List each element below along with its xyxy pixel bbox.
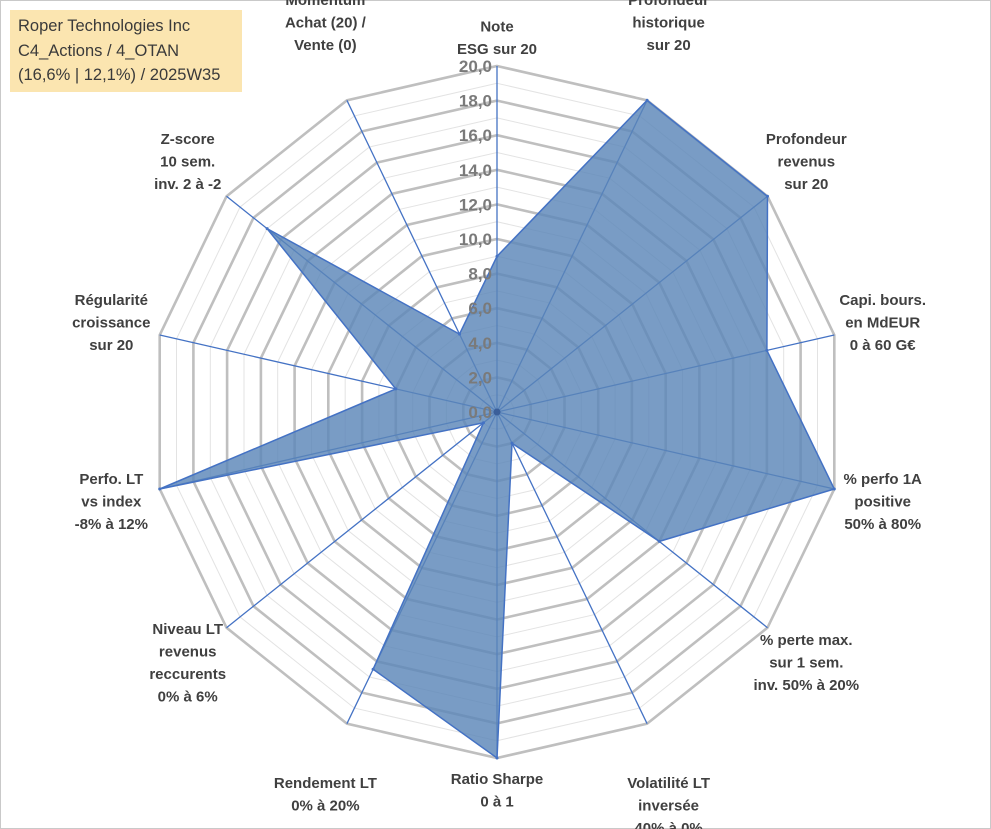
r-tick-label: 8,0 [468, 265, 492, 284]
axis-label-line: Momentum [285, 0, 365, 9]
axis-label: Régularité croissance sur 20 [72, 292, 150, 354]
axis-label-line: Capi. bours. [839, 292, 926, 309]
axis-label-line: Achat (20) / [285, 14, 367, 31]
r-tick-label: 0,0 [468, 403, 492, 422]
data-point [265, 227, 269, 231]
center-point [493, 408, 501, 416]
axis-label-line: Perfo. LT [79, 471, 143, 488]
axis-label-line: reccurents [149, 666, 226, 683]
axis-labels: Note ESG sur 20 Profondeur historique sur 20… [72, 0, 926, 829]
axis-label: Profondeur historique sur 20 [628, 0, 709, 54]
data-point [766, 194, 769, 198]
data-point [645, 98, 649, 102]
data-point [458, 332, 461, 336]
axis-label-line: positive [854, 494, 911, 511]
r-tick-label: 4,0 [468, 334, 492, 353]
axis-label-line: 0% à 6% [158, 688, 218, 705]
chart-title-box: Roper Technologies Inc C4_Actions / 4_OT… [10, 10, 242, 92]
axis-label-line: inversée [638, 798, 699, 815]
axis-label-line: Profondeur [628, 0, 709, 9]
axis-label: % perfo 1A positive 50% à 80% [844, 471, 923, 533]
title-line-company: Roper Technologies Inc [18, 17, 191, 35]
data-point [495, 254, 499, 258]
data-point [765, 348, 769, 352]
r-tick-label: 10,0 [459, 230, 492, 249]
axis-label-line: 10 sem. [160, 153, 215, 170]
r-tick-label: 2,0 [468, 368, 492, 387]
title-line-category: C4_Actions / 4_OTAN [18, 41, 180, 60]
axis-label-line: croissance [72, 315, 150, 332]
axis-label-line: inv. 50% à 20% [753, 677, 859, 694]
axis-label-line: 50% à 80% [844, 516, 921, 533]
data-point [482, 421, 485, 425]
axis-label: Z-score 10 sem. inv. 2 à -2 [154, 131, 221, 193]
data-point [371, 667, 375, 671]
axis-label-line: 0 à 1 [480, 794, 513, 811]
axis-label: Volatilité LT inversée 40% à 0% [627, 775, 710, 829]
radial-tick-labels: 0,0 2,0 4,0 6,0 8,0 10,0 12,0 14,0 16,0 18,0 20,0 [459, 57, 492, 422]
axis-label-line: Niveau LT [152, 621, 223, 638]
axis-label: Momentum Achat (20) / Vente (0) [285, 0, 367, 54]
axis-label-line: 40% à 0% [634, 820, 702, 829]
axis-label-line: Z-score [161, 131, 215, 148]
axis-label: Capi. bours. en MdEUR 0 à 60 G€ [839, 292, 926, 354]
axis-label: Rendement LT 0% à 20% [274, 775, 377, 815]
axis-label-line: Profondeur [766, 131, 847, 148]
axis-label-line: sur 1 sem. [769, 655, 843, 672]
axis-label: % perte max. sur 1 sem. inv. 50% à 20% [753, 632, 859, 694]
axis-label-line: historique [632, 14, 705, 31]
axis-label: Perfo. LT vs index -8% à 12% [75, 471, 148, 533]
data-point [657, 539, 661, 543]
axis-label: Profondeur revenus sur 20 [766, 131, 847, 193]
axis-label-line: inv. 2 à -2 [154, 176, 221, 193]
axis-label-line: Vente (0) [294, 37, 357, 54]
axis-spoke [226, 411, 498, 629]
axis-label-line: % perfo 1A [844, 471, 923, 488]
axis-spoke [496, 411, 648, 724]
data-point [832, 487, 836, 491]
axis-label-line: Note [480, 19, 513, 36]
axis-label: Ratio Sharpe 0 à 1 [451, 771, 544, 811]
r-tick-label: 18,0 [459, 92, 492, 111]
r-tick-label: 14,0 [459, 161, 492, 180]
axis-label-line: Régularité [75, 292, 148, 309]
data-series [158, 98, 836, 760]
title-line-stats: (16,6% | 12,1%) / 2025W35 [18, 66, 221, 84]
axis-label: Niveau LT revenus reccurents 0% à 6% [149, 621, 226, 706]
r-tick-label: 12,0 [459, 195, 492, 214]
axis-label-line: sur 20 [89, 337, 133, 354]
axis-label-line: % perte max. [760, 632, 853, 649]
axis-label-line: en MdEUR [845, 315, 920, 332]
axis-label-line: sur 20 [784, 176, 828, 193]
data-point [394, 387, 398, 391]
axis-label-line: ESG sur 20 [457, 41, 537, 58]
axis-label-line: -8% à 12% [75, 516, 148, 533]
axis-label-line: sur 20 [646, 37, 690, 54]
data-point [158, 487, 162, 491]
axis-label-line: revenus [778, 153, 836, 170]
axis-label-line: revenus [159, 643, 217, 660]
r-tick-label: 16,0 [459, 126, 492, 145]
data-point [510, 441, 514, 445]
axis-label-line: vs index [81, 494, 142, 511]
axis-label-line: Volatilité LT [627, 775, 710, 792]
data-point [495, 756, 499, 760]
axis-label-line: Rendement LT [274, 775, 377, 792]
axis-label-line: 0% à 20% [291, 798, 359, 815]
r-tick-label: 20,0 [459, 57, 492, 76]
axis-label: Note ESG sur 20 [457, 19, 537, 59]
axis-label-line: 0 à 60 G€ [850, 337, 917, 354]
r-tick-label: 6,0 [468, 299, 492, 318]
axis-label-line: Ratio Sharpe [451, 771, 544, 788]
